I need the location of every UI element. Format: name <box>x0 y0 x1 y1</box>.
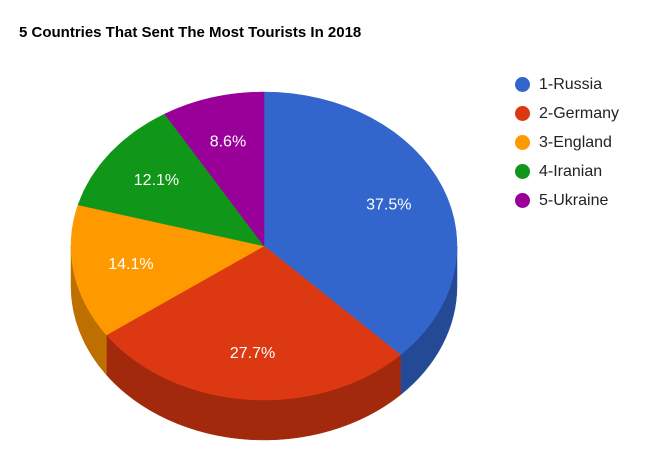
pie-slice-4[interactable] <box>77 113 265 247</box>
legend-item-4[interactable]: 4-Iranian <box>515 157 619 186</box>
legend-label: 2-Germany <box>539 104 620 122</box>
legend-label: 4-Iranian <box>539 162 603 180</box>
legend-swatch <box>515 135 530 150</box>
slice-value-label-4: 12.1% <box>134 172 179 189</box>
legend: 1-Russia 2-Germany 3-England 4-Iranian 5-Ukr… <box>515 70 619 215</box>
pie-slices <box>70 91 458 401</box>
slice-value-label-2: 27.7% <box>230 345 275 362</box>
legend-label: 3-England <box>539 133 612 151</box>
pie-slice-3[interactable] <box>70 204 265 336</box>
legend-swatch <box>515 77 530 92</box>
legend-item-5[interactable]: 5-Ukraine <box>515 186 619 215</box>
legend-label: 5-Ukraine <box>539 191 609 209</box>
pie-slice-5[interactable] <box>164 91 265 247</box>
chart-title: 5 Countries That Sent The Most Tourists … <box>19 24 362 41</box>
legend-item-3[interactable]: 3-England <box>515 128 619 157</box>
pie-slice-1[interactable] <box>263 91 458 356</box>
slice-value-label-5: 8.6% <box>210 134 246 151</box>
pie-value-labels: 37.5% 27.7% 14.1% 12.1% 8.6% <box>108 134 411 362</box>
legend-swatch <box>515 193 530 208</box>
slice-value-label-1: 37.5% <box>366 196 411 213</box>
legend-label: 1-Russia <box>539 75 603 93</box>
legend-swatch <box>515 164 530 179</box>
slice-value-label-3: 14.1% <box>108 256 153 273</box>
pie-slice-2[interactable] <box>106 245 401 401</box>
legend-swatch <box>515 106 530 121</box>
legend-item-2[interactable]: 2-Germany <box>515 99 619 128</box>
legend-item-1[interactable]: 1-Russia <box>515 70 619 99</box>
